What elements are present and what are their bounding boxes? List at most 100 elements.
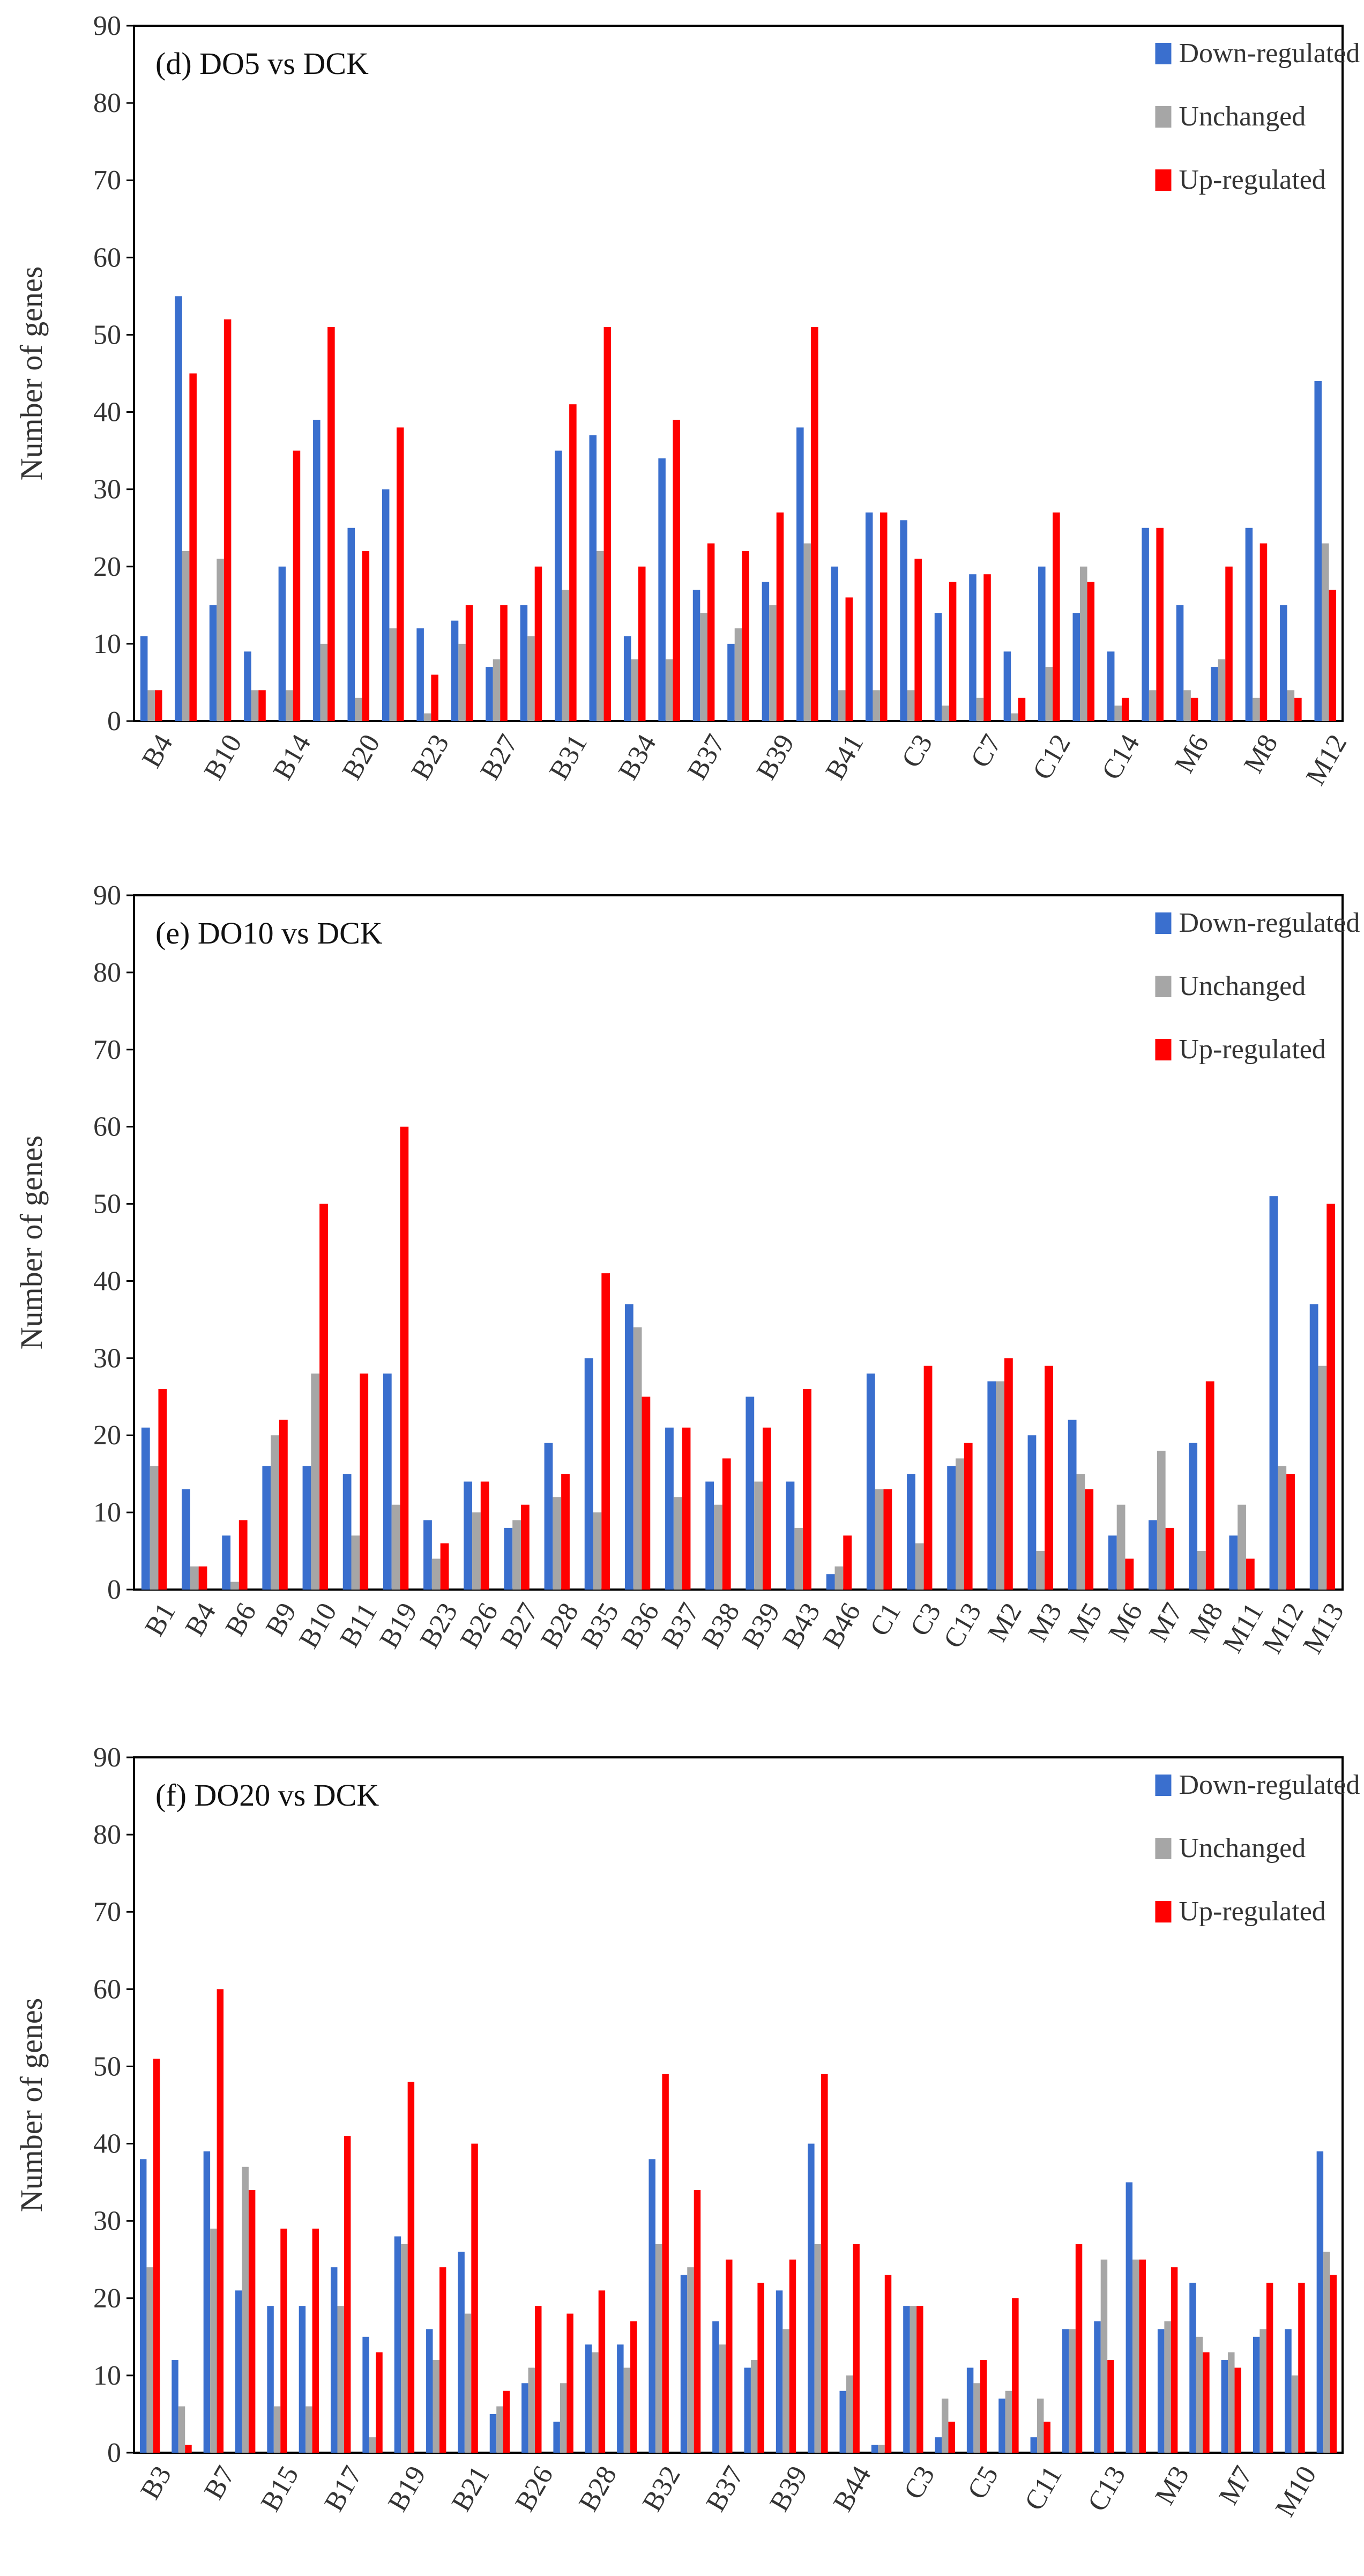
bar-up-C13 bbox=[1107, 2360, 1114, 2453]
bar-up-B25 bbox=[465, 605, 473, 721]
bar-up-B1 bbox=[158, 1389, 167, 1590]
bar-down-B35 bbox=[680, 2275, 688, 2453]
x-tick-label: B44 bbox=[828, 2461, 877, 2517]
bar-unchanged-M13 bbox=[1318, 1365, 1327, 1590]
bar-down-B37 bbox=[712, 2321, 719, 2453]
bar-up-B27 bbox=[567, 2313, 573, 2453]
bar-down-B25 bbox=[451, 620, 459, 721]
bar-unchanged-B46 bbox=[834, 1566, 844, 1590]
x-tick-label: B7 bbox=[198, 2461, 241, 2505]
bar-up-B34 bbox=[638, 566, 646, 721]
bar-unchanged-B31 bbox=[623, 2367, 631, 2453]
y-tick-label: 60 bbox=[93, 1112, 121, 1142]
bar-up-C13 bbox=[1087, 582, 1095, 721]
legend-swatch-unchanged bbox=[1155, 1838, 1172, 1859]
bar-unchanged-B43 bbox=[794, 1527, 803, 1590]
x-tick-label: B26 bbox=[510, 2461, 560, 2517]
bar-unchanged-M11 bbox=[1238, 1504, 1246, 1590]
bar-up-B31 bbox=[630, 2321, 637, 2453]
x-tick-label: M7 bbox=[1213, 2461, 1258, 2510]
bar-unchanged-M7 bbox=[1228, 2352, 1235, 2453]
bar-down-C3 bbox=[903, 2306, 910, 2453]
bar-down-B38 bbox=[744, 2367, 751, 2453]
bar-down-B21 bbox=[458, 2252, 465, 2453]
x-tick-label: B28 bbox=[573, 2461, 623, 2517]
bar-down-C13 bbox=[1094, 2321, 1101, 2453]
bar-unchanged-C6 bbox=[942, 706, 949, 721]
x-tick-label: B15 bbox=[255, 2461, 305, 2517]
bar-up-B10 bbox=[223, 319, 232, 721]
bar-up-B42 bbox=[821, 2074, 828, 2453]
x-tick-label: C1 bbox=[864, 1598, 907, 1642]
bar-down-C3 bbox=[900, 520, 907, 721]
bar-unchanged-B21 bbox=[464, 2313, 472, 2453]
bar-unchanged-B37 bbox=[673, 1497, 682, 1590]
bar-up-B38 bbox=[757, 2282, 764, 2453]
bar-up-B27 bbox=[500, 605, 508, 721]
bar-down-M10 bbox=[1285, 2329, 1292, 2453]
x-tick-label: B43 bbox=[777, 1598, 826, 1654]
bar-down-C4 bbox=[935, 2437, 942, 2453]
bar-down-B38 bbox=[727, 643, 735, 721]
bar-up-B33 bbox=[603, 327, 612, 721]
bar-down-C12 bbox=[1062, 2329, 1069, 2453]
y-tick-label: 20 bbox=[93, 552, 121, 582]
bar-up-B37 bbox=[726, 2259, 733, 2453]
bar-unchanged-B14 bbox=[286, 690, 293, 721]
legend-label: Unchanged bbox=[1179, 971, 1306, 1001]
bar-up-C11 bbox=[1018, 697, 1026, 721]
legend-swatch-up bbox=[1155, 1039, 1172, 1060]
bar-up-B4 bbox=[198, 1566, 207, 1590]
bar-up-B38 bbox=[742, 551, 749, 721]
plot-frame bbox=[133, 894, 1344, 1591]
bar-up-B36 bbox=[673, 419, 680, 721]
x-tick-label: B10 bbox=[293, 1598, 343, 1654]
x-tick-label: M7 bbox=[1143, 1598, 1189, 1647]
y-tick-label: 80 bbox=[93, 88, 121, 118]
bar-unchanged-B1 bbox=[150, 1466, 159, 1590]
bar-up-B12 bbox=[248, 2190, 256, 2453]
bar-unchanged-C11 bbox=[1037, 2399, 1044, 2453]
bar-down-C13 bbox=[1072, 613, 1080, 721]
bar-unchanged-B37 bbox=[700, 613, 707, 721]
bar-down-M6 bbox=[1176, 605, 1184, 721]
x-tick-label: B37 bbox=[700, 2461, 750, 2517]
bar-unchanged-M10 bbox=[1291, 2375, 1299, 2453]
bar-up-M7 bbox=[1234, 2367, 1241, 2453]
y-tick-label: 50 bbox=[93, 2051, 121, 2082]
bar-down-B17 bbox=[331, 2267, 338, 2453]
bar-unchanged-B28 bbox=[592, 2352, 599, 2453]
bar-up-C8 bbox=[1012, 2298, 1019, 2453]
x-tick-label: C5 bbox=[961, 2461, 1004, 2505]
bar-up-B28 bbox=[561, 1474, 570, 1590]
bar-unchanged-B33 bbox=[597, 551, 604, 721]
bar-unchanged-B38 bbox=[714, 1504, 722, 1590]
bar-unchanged-C2 bbox=[873, 690, 880, 721]
bar-up-C12 bbox=[1075, 2244, 1083, 2453]
x-tick-label: M8 bbox=[1238, 730, 1284, 778]
bar-up-B20 bbox=[362, 551, 370, 721]
bar-unchanged-B23 bbox=[431, 1558, 441, 1590]
bar-up-B21 bbox=[471, 2143, 478, 2453]
x-tick-label: C7 bbox=[965, 730, 1008, 773]
bar-unchanged-B41 bbox=[838, 690, 846, 721]
x-tick-label: B21 bbox=[446, 2461, 496, 2517]
bar-unchanged-M7 bbox=[1218, 659, 1226, 721]
legend-swatch-down bbox=[1155, 1775, 1172, 1796]
bar-down-C7 bbox=[969, 574, 977, 721]
bar-unchanged-C5 bbox=[973, 2383, 980, 2453]
x-tick-label: C12 bbox=[1027, 730, 1077, 785]
bar-up-M8 bbox=[1205, 1381, 1214, 1590]
bar-unchanged-C12 bbox=[1069, 2329, 1076, 2453]
bar-unchanged-B29 bbox=[527, 636, 535, 721]
bar-unchanged-M2 bbox=[996, 1381, 1004, 1590]
bar-unchanged-C1 bbox=[878, 2445, 885, 2453]
bar-unchanged-B10 bbox=[217, 559, 224, 721]
bar-down-B39 bbox=[746, 1397, 755, 1590]
bar-unchanged-B19 bbox=[391, 1504, 400, 1590]
x-tick-label: B6 bbox=[220, 1598, 263, 1642]
y-tick-label: 30 bbox=[93, 474, 121, 505]
bar-down-B9 bbox=[262, 1466, 271, 1590]
bar-down-M13 bbox=[1309, 1304, 1318, 1590]
bar-up-B31 bbox=[569, 404, 577, 721]
